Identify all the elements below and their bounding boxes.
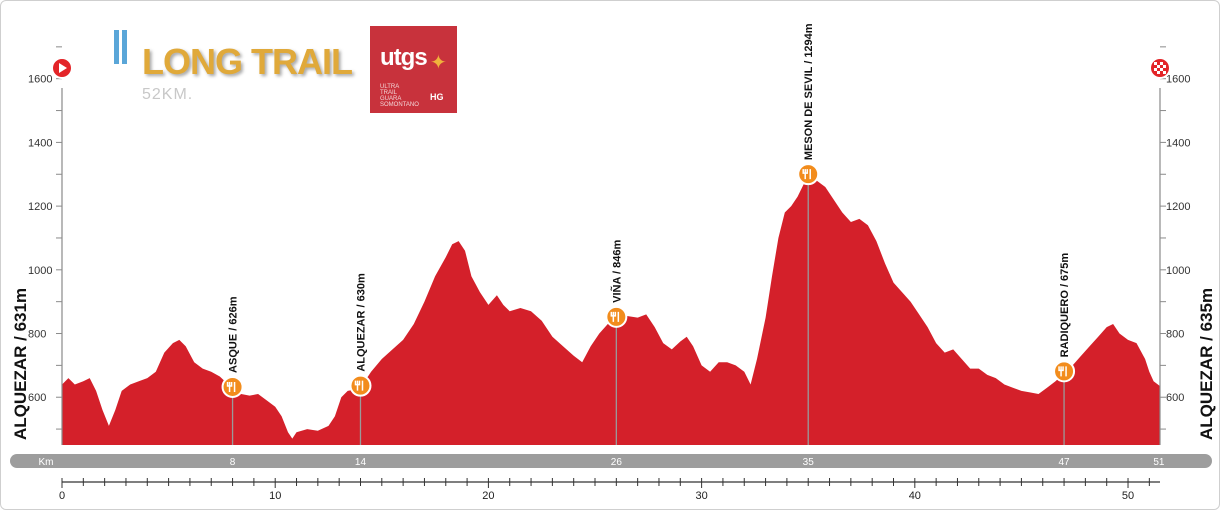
aid-station-circle <box>797 163 820 186</box>
km-rail-label: 47 <box>1058 457 1070 468</box>
y-tick-label-right: 1400 <box>1166 137 1190 149</box>
km-rail-label: 35 <box>803 457 815 468</box>
fork-knife-icon <box>802 169 811 180</box>
fork-knife-icon <box>610 311 620 322</box>
checkpoint-label: VIÑA / 846m <box>610 239 623 302</box>
y-tick-label-right: 1200 <box>1166 201 1190 213</box>
elevation-area <box>62 176 1160 445</box>
km-rail-label: 8 <box>230 457 236 468</box>
finish-checkered-icon <box>1149 57 1171 79</box>
fork-knife-icon <box>1058 366 1067 377</box>
checkpoint-label: ALQUEZAR / 630m <box>355 273 367 372</box>
aid-station-icon <box>349 374 372 397</box>
utgs-logo: utgs ✦ ULTRA TRAIL GUARA SOMONTANO HG <box>370 26 457 113</box>
x-tick-label: 20 <box>482 490 494 502</box>
finish-icon-check <box>1157 71 1160 74</box>
x-tick-label: 40 <box>909 490 921 502</box>
y-tick-label-right: 1000 <box>1166 265 1190 277</box>
x-tick-label: 10 <box>269 490 281 502</box>
y-tick-label-right: 1600 <box>1166 74 1190 86</box>
y-tick-label-right: 600 <box>1166 392 1184 404</box>
y-tick-label-left: 1200 <box>28 201 52 213</box>
finish-icon-check <box>1154 68 1157 71</box>
aid-station-circle <box>1053 360 1076 383</box>
km-rail-label: 26 <box>611 457 623 468</box>
checkpoint-label: ASQUE / 626m <box>228 296 240 373</box>
logo-lines: ULTRA TRAIL GUARA SOMONTANO <box>380 84 419 108</box>
finish-icon-check <box>1163 65 1166 68</box>
logo-line: SOMONTANO <box>380 102 419 108</box>
y-tick-label-left: 1400 <box>28 137 52 149</box>
start-icon-play <box>59 63 67 73</box>
y-tick-label-left: 1600 <box>28 74 52 86</box>
finish-location-label: ALQUEZAR / 635m <box>1197 288 1216 440</box>
y-tick-label-right: 800 <box>1166 329 1184 341</box>
x-tick-label: 0 <box>59 490 65 502</box>
title-accent-bars <box>114 30 130 64</box>
finish-icon-check <box>1163 71 1166 74</box>
fork-knife-icon <box>354 380 364 391</box>
race-distance: 52KM. <box>142 86 194 103</box>
checkpoint-label: RADIQUERO / 675m <box>1059 253 1071 358</box>
finish-icon-check <box>1157 65 1160 68</box>
finish-icon-check <box>1160 68 1163 71</box>
aid-station-circle <box>221 375 244 398</box>
start-location-label: ALQUEZAR / 631m <box>11 288 30 440</box>
finish-icon-check <box>1160 62 1163 65</box>
checkpoint-label: MESON DE SEVIL / 1294m <box>803 23 815 160</box>
fork-knife-icon <box>226 381 236 392</box>
race-title: LONG TRAIL <box>142 41 353 82</box>
logo-line: ULTRA <box>380 84 400 90</box>
km-rail-unit-label: Km <box>39 457 54 468</box>
aid-station-icon <box>221 375 244 398</box>
aid-station-icon <box>797 163 820 186</box>
finish-icon-check <box>1154 62 1157 65</box>
x-tick-label: 30 <box>695 490 707 502</box>
runner-icon: ✦ <box>430 52 447 74</box>
aid-station-icon <box>605 305 628 328</box>
logo-line: TRAIL <box>380 90 398 96</box>
y-tick-label-left: 800 <box>28 329 46 341</box>
y-tick-label-left: 1000 <box>28 265 52 277</box>
km-rail-label: 51 <box>1153 457 1165 468</box>
km-rail <box>10 454 1212 468</box>
aid-station-icon <box>1053 360 1076 383</box>
logo-wordmark: utgs <box>380 44 428 71</box>
logo-line: GUARA <box>380 96 402 102</box>
x-tick-label: 50 <box>1122 490 1134 502</box>
km-rail-label: 14 <box>355 457 367 468</box>
y-tick-label-left: 600 <box>28 392 46 404</box>
start-play-icon <box>51 57 73 79</box>
aid-station-circle <box>605 305 628 328</box>
aid-station-circle <box>349 374 372 397</box>
logo-badge: HG <box>430 92 444 102</box>
